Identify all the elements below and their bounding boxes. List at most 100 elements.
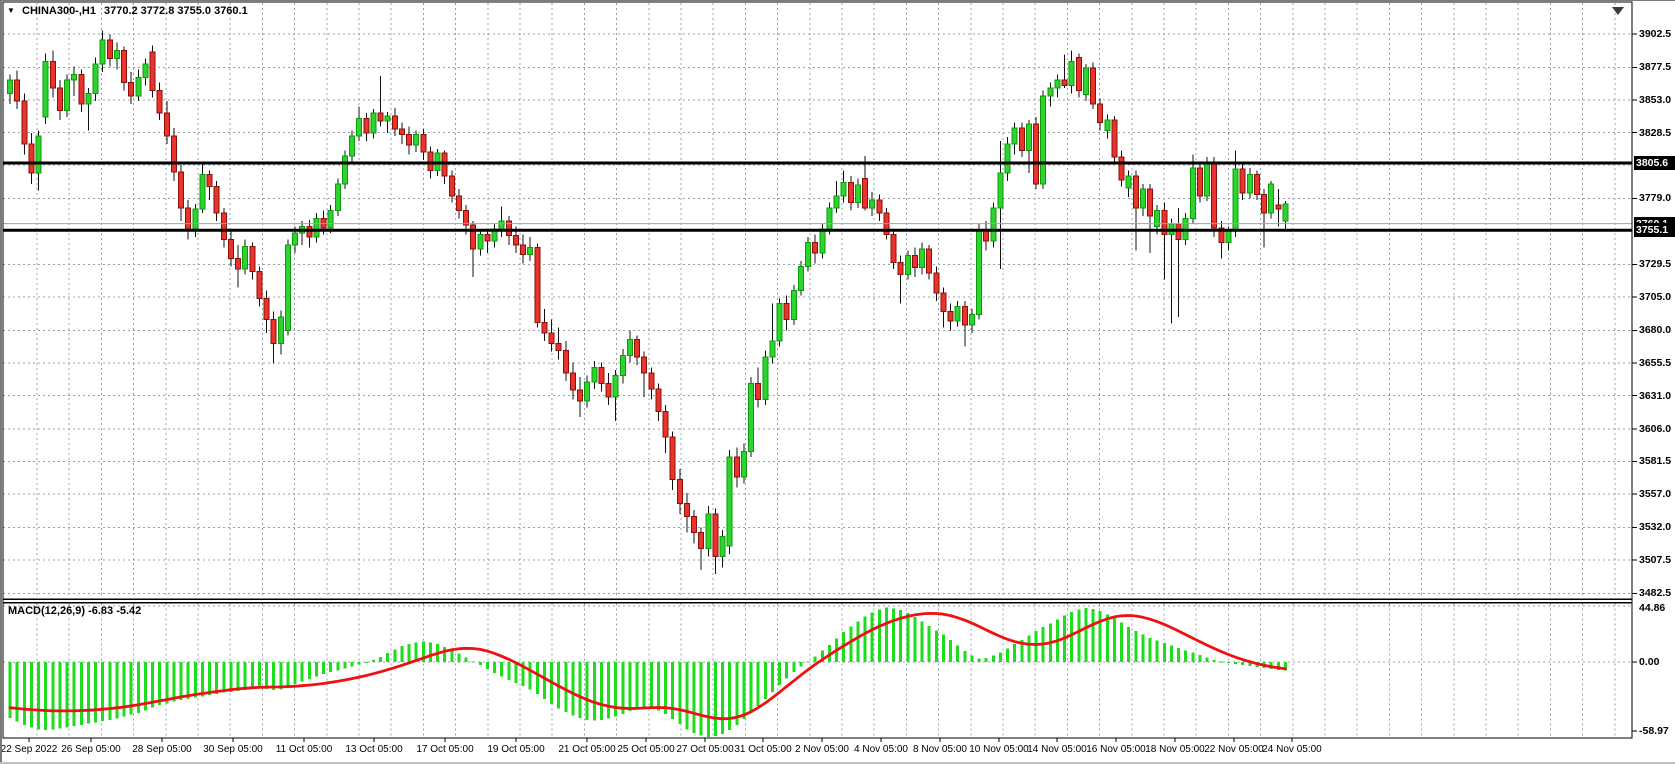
macd-bar [1205,657,1209,662]
macd-bar [500,662,504,677]
macd-bar [685,662,689,730]
macd-bar [1084,608,1088,662]
macd-bar [998,652,1002,662]
macd-bar [721,662,724,734]
macd-histogram [8,607,1287,737]
macd-bar [1091,608,1095,662]
macd-bar [350,662,354,667]
candle-bear [520,244,526,255]
candle-bull [1104,119,1111,132]
candle-bull [1082,67,1089,96]
macd-bar [899,610,903,662]
candle-bear [235,257,241,270]
candle-bull [1068,60,1075,86]
macd-bar [1034,630,1038,662]
candle-bull [954,305,961,322]
macd-bar [94,662,97,723]
candle-bear [377,112,384,122]
macd-bar [977,658,981,662]
candle-bull [7,79,13,94]
candle-bear [1111,119,1118,158]
candle-bear [406,134,412,146]
macd-bar [229,662,233,692]
chart-shift-marker-icon[interactable] [1612,7,1624,15]
macd-bar [450,649,454,662]
macd-bar [371,660,375,662]
macd-bar [664,662,667,715]
chart-frame [2,1,1633,739]
macd-bar [386,653,390,662]
macd-bar [272,662,276,690]
macd-bar [1112,618,1116,662]
macd-bar [158,662,162,706]
candle-bear [1075,56,1082,92]
grid [3,3,1632,737]
macd-bar [179,662,183,701]
candle-bull [869,199,876,209]
candle-bear [21,100,28,145]
macd-bar [728,662,732,730]
macd-bar [742,662,746,720]
candle-bear [121,50,127,84]
candle-bear [505,220,512,237]
macd-bar [336,662,340,671]
candle-bull [277,316,284,345]
candle-bull [1204,162,1210,197]
candle-bull [313,217,320,238]
candle-bear [1018,127,1025,152]
candle-bear [49,60,56,89]
candle-bear [1097,103,1104,124]
candle-bull [612,375,619,398]
macd-bar [1127,627,1131,662]
candle-bear [598,367,605,385]
candle-bear [1275,204,1282,210]
macd-bar [129,662,133,715]
macd-bar [1212,660,1216,662]
macd-bar [521,662,525,687]
candle-bear [1090,67,1096,105]
candle-bear [541,321,548,334]
candle-bull [334,183,341,211]
candle-bear [484,233,491,242]
candle-bull [1268,183,1275,214]
candle-bear [983,229,990,242]
macd-bar [1027,635,1031,662]
macd-bar [222,662,226,693]
macd-bar [649,662,653,708]
macd-bar [1219,661,1223,663]
candle-bear [363,118,370,134]
macd-bar [535,662,539,694]
candle-bear [1161,209,1168,235]
candle-bull [719,536,726,558]
macd-bar [564,662,568,713]
candle-bear [634,339,640,358]
candle-bear [562,349,569,374]
macd-bar [692,662,696,734]
candle-bull [762,356,769,401]
macd-bar [528,662,532,690]
symbol-timeframe: CHINA300-,H1 [22,5,96,17]
candle-bear [897,261,904,275]
candle-bull [1011,127,1018,145]
macd-bar [250,662,254,689]
macd-signal-line [8,612,1287,721]
macd-bar [621,662,625,715]
candle-bear [1132,175,1139,209]
candle-bear [263,297,270,321]
symbol-dropdown-icon[interactable]: ▼ [7,6,15,15]
candle-bear [1253,173,1260,195]
candle-bear [534,247,541,323]
candle-bull [626,339,633,357]
candle-bear [755,383,762,401]
macd-bar [493,662,496,673]
macd-bar [1177,648,1180,662]
candle-bull [142,63,149,78]
macd-bar [1283,662,1287,671]
candle-bear [178,171,184,209]
macd-bar [1155,640,1159,662]
macd-bar [286,662,290,687]
candle-bull [1004,143,1011,174]
macd-bar [122,662,126,717]
